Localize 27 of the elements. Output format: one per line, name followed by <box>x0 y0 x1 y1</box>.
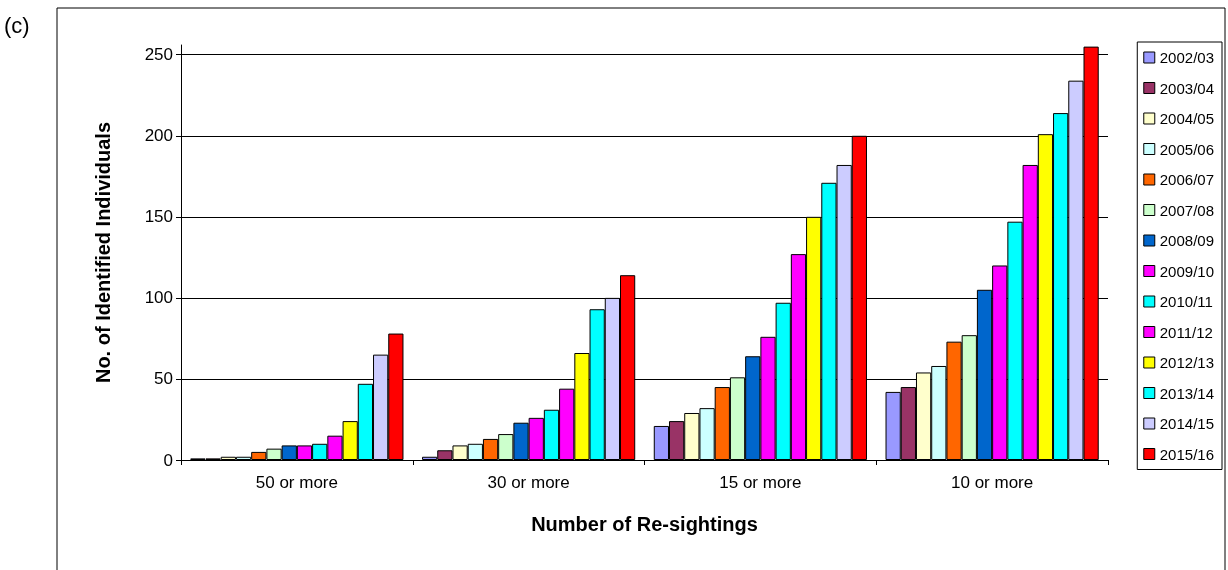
legend-label: 2013/14 <box>1159 384 1215 402</box>
legend-label: 2011/12 <box>1159 323 1213 341</box>
legend-label: 2007/08 <box>1159 201 1215 219</box>
legend-label: 2012/13 <box>1159 354 1215 371</box>
y-tick-label: 50 <box>154 369 173 389</box>
y-tick-label: 250 <box>144 45 173 65</box>
legend-label: 2009/10 <box>1159 262 1215 280</box>
x-tick-label: 50 or more <box>255 473 338 492</box>
legend-label: 2015/16 <box>1159 445 1215 463</box>
legend-label: 2006/07 <box>1159 171 1215 188</box>
legend-label: 2002/03 <box>1159 49 1215 66</box>
text: (c) <box>4 12 30 38</box>
y-tick-label: 100 <box>144 288 173 308</box>
x-tick-label: 15 or more <box>719 473 802 492</box>
x-tick-label: 10 or more <box>951 473 1034 492</box>
legend-label: 2008/09 <box>1159 232 1215 249</box>
y-tick-label: 0 <box>163 450 173 470</box>
legend-label: 2014/15 <box>1159 415 1215 432</box>
x-axis-title: Number of Re-sightings <box>531 513 758 535</box>
y-tick-label: 150 <box>144 207 173 227</box>
x-tick-label: 30 or more <box>487 473 570 492</box>
y-axis-title: No. of Identified Individuals <box>92 121 114 384</box>
y-tick-label: 200 <box>144 126 173 146</box>
legend-label: 2005/06 <box>1159 140 1215 158</box>
legend-label: 2004/05 <box>1159 110 1215 127</box>
legend-label: 2010/11 <box>1159 293 1213 310</box>
legend-label: 2003/04 <box>1159 79 1215 97</box>
